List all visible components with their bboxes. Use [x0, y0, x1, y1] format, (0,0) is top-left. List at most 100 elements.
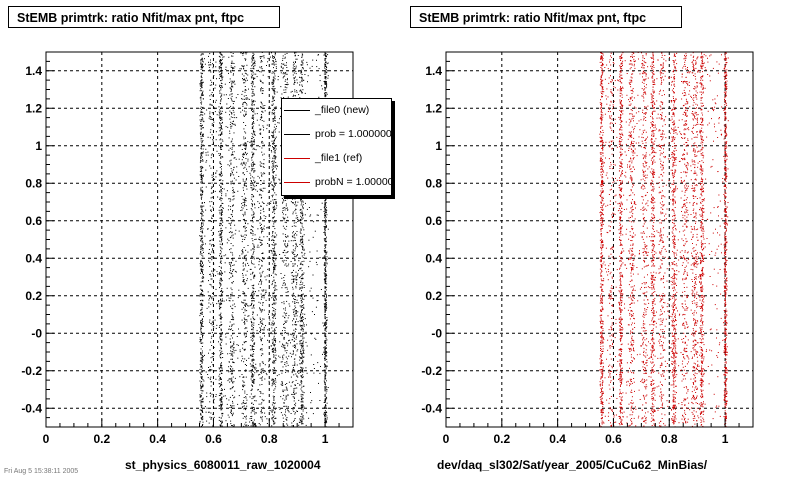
data-point: [222, 183, 224, 185]
data-point: [220, 222, 222, 224]
data-point: [232, 109, 234, 111]
data-point: [220, 277, 222, 279]
data-point: [226, 398, 228, 400]
data-point: [232, 362, 234, 363]
data-point: [325, 302, 327, 304]
data-point: [253, 94, 255, 96]
data-point: [291, 282, 293, 284]
data-point: [200, 270, 202, 272]
data-point: [199, 97, 201, 99]
data-point: [294, 54, 296, 56]
data-point: [281, 372, 283, 374]
data-point: [241, 253, 243, 255]
data-point: [323, 207, 325, 209]
data-point: [291, 356, 292, 358]
data-point: [244, 304, 246, 306]
data-point: [316, 250, 318, 252]
data-point: [273, 177, 275, 179]
data-point: [208, 64, 210, 66]
data-point: [295, 67, 297, 69]
data-point: [300, 287, 302, 289]
data-point: [324, 257, 326, 259]
data-point: [245, 162, 247, 164]
data-point: [294, 344, 296, 346]
data-point: [252, 185, 254, 187]
data-point: [274, 205, 275, 207]
data-point: [285, 246, 287, 248]
data-point: [252, 380, 254, 382]
data-point: [297, 321, 299, 323]
data-point: [250, 232, 252, 234]
data-point: [285, 356, 287, 358]
data-point: [200, 165, 202, 167]
data-point: [272, 194, 274, 196]
data-point: [241, 319, 243, 321]
data-point: [230, 173, 231, 175]
data-point: [220, 163, 222, 164]
data-point: [325, 208, 327, 210]
data-point: [229, 263, 231, 265]
data-point: [251, 181, 252, 183]
data-point: [273, 241, 275, 243]
data-point: [225, 69, 227, 70]
data-point: [209, 220, 211, 222]
data-point: [201, 325, 203, 327]
data-point: [303, 406, 305, 408]
data-point: [214, 257, 216, 259]
data-point: [199, 125, 201, 127]
data-point: [295, 246, 297, 248]
data-point: [212, 139, 214, 141]
data-point: [301, 356, 303, 358]
data-point: [261, 82, 263, 84]
data-point: [252, 313, 254, 315]
data-point: [200, 323, 202, 325]
data-point: [219, 354, 221, 355]
data-point: [298, 94, 300, 96]
data-point: [296, 234, 298, 236]
data-point: [221, 365, 223, 366]
data-point: [275, 236, 277, 238]
data-point: [296, 410, 298, 412]
data-point: [291, 90, 293, 92]
data-point: [299, 90, 301, 92]
data-point: [325, 309, 327, 311]
data-point: [202, 249, 204, 251]
data-point: [273, 369, 275, 371]
data-point: [211, 244, 213, 245]
data-point: [245, 164, 247, 166]
data-point: [245, 113, 247, 115]
data-point: [261, 353, 263, 355]
data-point: [300, 300, 302, 302]
data-point: [274, 232, 276, 234]
data-point: [308, 266, 310, 268]
data-point: [229, 107, 231, 109]
data-point: [302, 207, 304, 208]
data-point: [210, 197, 212, 199]
data-point: [286, 251, 288, 253]
data-point: [210, 378, 211, 380]
data-point: [302, 376, 304, 378]
data-point: [210, 117, 212, 119]
data-point: [262, 229, 263, 231]
data-point: [253, 322, 255, 324]
data-point: [272, 296, 274, 298]
data-point: [219, 280, 221, 282]
data-point: [220, 417, 222, 419]
data-point: [275, 202, 277, 203]
data-point: [243, 317, 245, 319]
data-point: [284, 320, 286, 322]
data-point: [201, 280, 203, 282]
data-point: [301, 320, 303, 322]
data-point: [282, 68, 284, 70]
data-point: [287, 424, 289, 426]
data-point: [210, 167, 212, 169]
data-point: [302, 239, 304, 241]
data-point: [272, 370, 274, 372]
data-point: [288, 411, 290, 413]
data-point: [260, 205, 262, 207]
data-point: [202, 54, 204, 55]
data-point: [262, 125, 264, 127]
data-point: [273, 287, 275, 289]
data-point: [326, 417, 328, 419]
data-point: [220, 338, 222, 340]
